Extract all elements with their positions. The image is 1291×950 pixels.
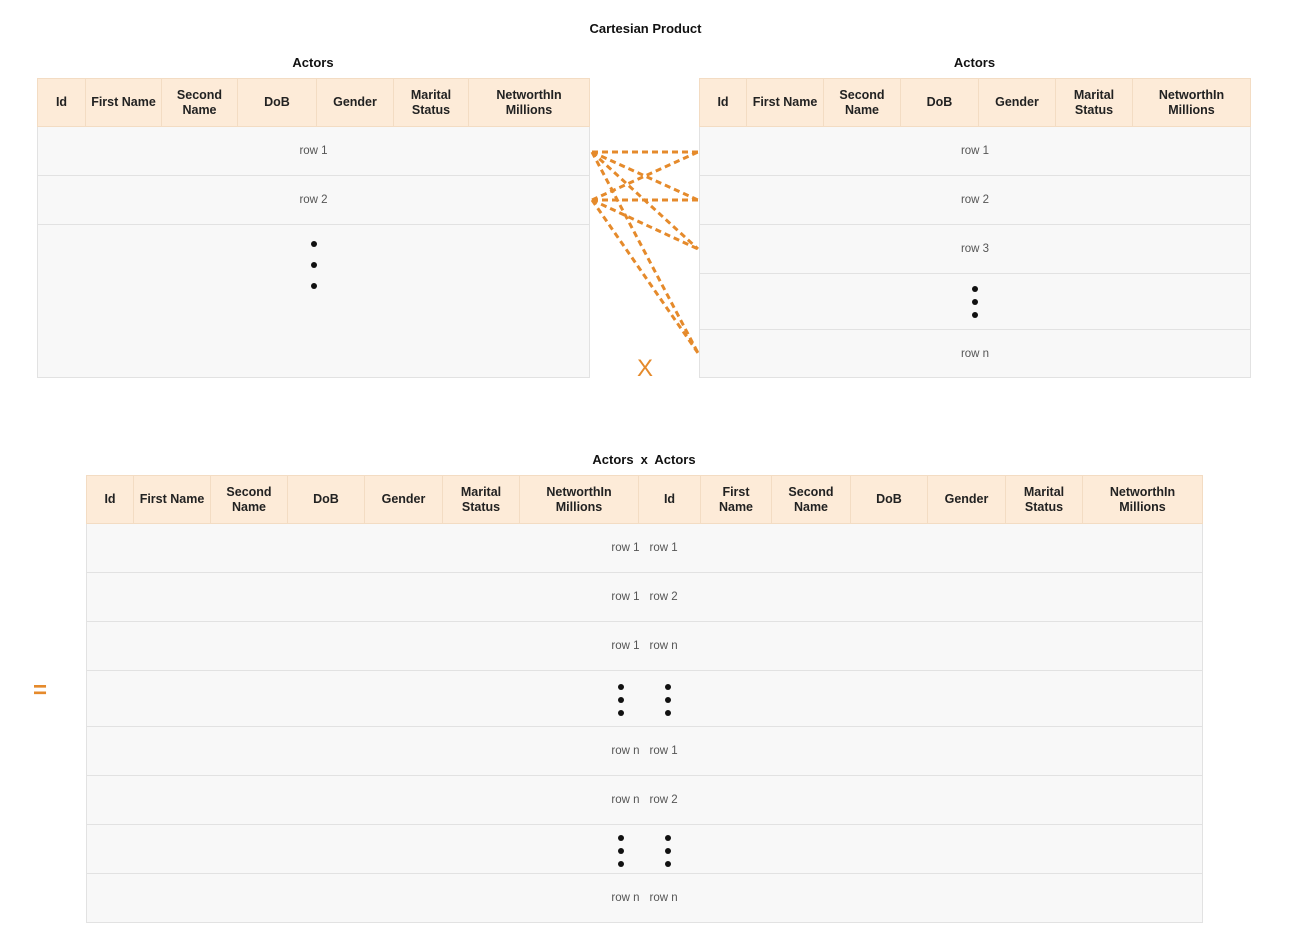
left-row-label: row 1 [37,126,590,176]
ellipsis-dots [972,285,978,318]
result-col-dob: DoB [287,475,365,524]
right-table-header-row: Id First Name Second Name DoB Gender Mar… [699,78,1251,127]
result-col-marital-status-2: Marital Status [1005,475,1083,524]
left-table: Id First Name Second Name DoB Gender Mar… [37,78,590,378]
result-table: Id First Name Second Name DoB Gender Mar… [86,475,1203,923]
table-row: row 1 row 2 [86,572,1203,622]
result-caption-left: Actors [592,452,634,467]
result-col-first-name: First Name [133,475,211,524]
result-caption-right: Actors [654,452,696,467]
result-right-row: row 1 [649,745,678,757]
table-row-ellipsis [37,224,590,378]
ellipsis-dots [310,241,317,289]
result-caption-op: x [640,452,648,467]
table-row: row 2 [37,175,590,225]
table-row-ellipsis [699,273,1251,330]
result-col-first-name-2: First Name [700,475,772,524]
result-left-row: row n [611,745,640,757]
connector-line [591,150,699,202]
result-table-header-row: Id First Name Second Name DoB Gender Mar… [86,475,1203,524]
connector-line [591,150,699,202]
result-col-second-name: Second Name [210,475,288,524]
table-row: row n [699,329,1251,378]
ellipsis-dots [618,684,624,716]
left-col-marital-status: Marital Status [393,78,469,127]
left-table-header-row: Id First Name Second Name DoB Gender Mar… [37,78,590,127]
result-col-networth: NetworthIn Millions [519,475,639,524]
result-col-gender-2: Gender [927,475,1006,524]
result-left-row: row 1 [611,640,640,652]
table-row: row 1 row n [86,621,1203,671]
right-col-second-name: Second Name [823,78,901,127]
result-col-gender: Gender [364,475,443,524]
right-col-gender: Gender [978,78,1056,127]
left-col-networth: NetworthIn Millions [468,78,590,127]
result-left-row: row n [611,794,640,806]
result-right-row: row 2 [649,591,678,603]
result-col-id-2: Id [638,475,701,524]
result-col-networth-2: NetworthIn Millions [1082,475,1203,524]
right-col-marital-status: Marital Status [1055,78,1133,127]
result-table-caption: Actors x Actors [86,452,1202,467]
connector-line [590,199,700,354]
times-operator: X [636,355,653,382]
result-left-row: row 1 [611,542,640,554]
result-right-row: row n [649,640,678,652]
right-col-dob: DoB [900,78,979,127]
right-table-caption: Actors [953,55,996,70]
left-col-gender: Gender [316,78,394,127]
equals-operator: = [32,677,47,704]
connector-line [590,151,700,354]
result-left-row: row 1 [611,591,640,603]
table-row: row n row 1 [86,726,1203,776]
left-col-dob: DoB [237,78,317,127]
result-col-second-name-2: Second Name [771,475,851,524]
table-row-ellipsis [86,824,1203,874]
diagram-title: Cartesian Product [589,21,702,36]
left-col-second-name: Second Name [161,78,238,127]
table-row: row 1 [37,126,590,176]
right-row-label: row n [699,329,1251,378]
result-right-row: row 1 [649,542,678,554]
right-row-label: row 3 [699,224,1251,274]
right-col-id: Id [699,78,747,127]
result-right-row: row n [649,892,678,904]
connector-line [591,198,699,251]
left-table-caption: Actors [292,55,334,70]
table-row: row n row 2 [86,775,1203,825]
ellipsis-dots [618,834,624,867]
result-col-dob-2: DoB [850,475,928,524]
table-row-ellipsis [86,670,1203,727]
result-col-id: Id [86,475,134,524]
result-right-row: row 2 [649,794,678,806]
table-row: row n row n [86,873,1203,923]
right-table: Id First Name Second Name DoB Gender Mar… [699,78,1251,378]
right-col-first-name: First Name [746,78,824,127]
right-col-networth: NetworthIn Millions [1132,78,1251,127]
table-row: row 1 row 1 [86,523,1203,573]
left-row-label: row 2 [37,175,590,225]
ellipsis-dots [665,684,671,716]
table-row: row 3 [699,224,1251,274]
result-col-marital-status: Marital Status [442,475,520,524]
ellipsis-dots [665,834,671,867]
result-left-row: row n [611,892,640,904]
